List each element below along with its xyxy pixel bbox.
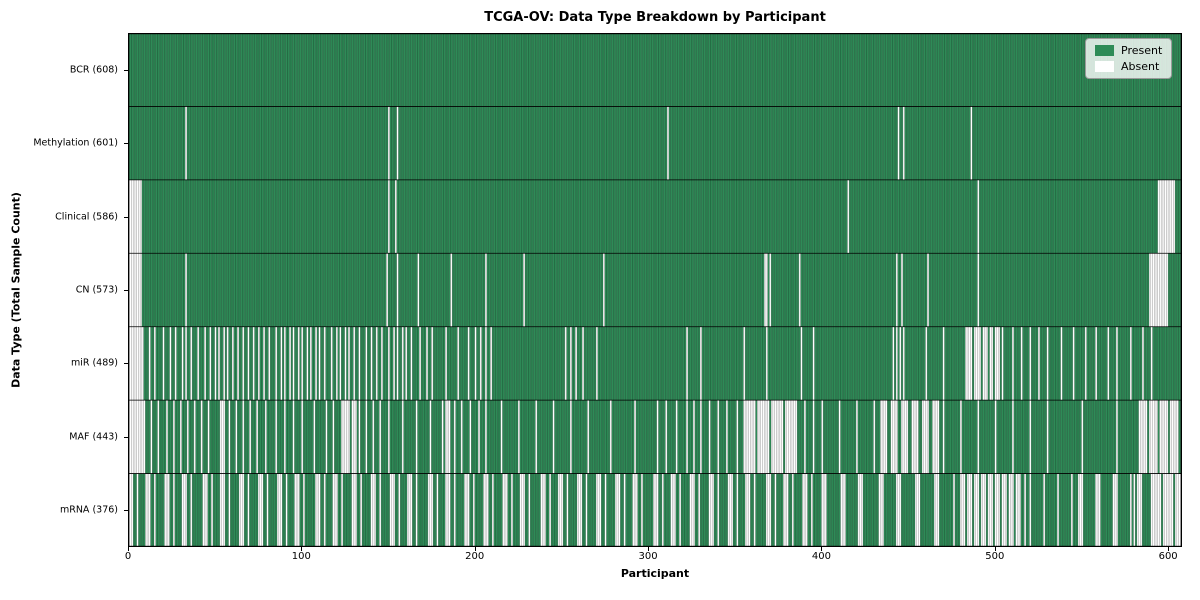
legend-swatch-icon: [1095, 45, 1114, 56]
y-tick-label: MAF (443): [69, 431, 118, 443]
legend-label: Absent: [1121, 60, 1160, 73]
y-tick-mark: [124, 363, 128, 365]
y-tick-label: Methylation (601): [33, 137, 118, 149]
y-tick-mark: [124, 510, 128, 512]
legend-item: Present: [1095, 45, 1162, 56]
legend-swatch-icon: [1095, 61, 1114, 72]
x-tick-mark: [474, 547, 476, 551]
x-tick-mark: [994, 547, 996, 551]
x-tick-mark: [301, 547, 303, 551]
x-tick-mark: [648, 547, 650, 551]
x-tick-label: 100: [291, 551, 311, 562]
x-tick-mark: [821, 547, 823, 551]
y-tick-mark: [124, 143, 128, 145]
legend: Present Absent: [1085, 38, 1173, 79]
x-axis-label: Participant: [620, 567, 690, 580]
y-tick-mark: [124, 69, 128, 71]
chart-title: TCGA-OV: Data Type Breakdown by Particip…: [484, 10, 826, 25]
y-tick-mark: [124, 216, 128, 218]
legend-item: Absent: [1095, 61, 1162, 72]
x-tick-mark: [128, 547, 129, 551]
y-tick-mark: [124, 436, 128, 438]
legend-label: Present: [1121, 44, 1163, 57]
y-tick-label: Clinical (586): [55, 211, 118, 223]
x-tick-mark: [1168, 547, 1170, 551]
x-tick-label: 500: [985, 551, 1005, 562]
y-tick-label: BCR (608): [69, 64, 118, 76]
heatmap-canvas: [128, 33, 1182, 547]
x-tick-label: 400: [811, 551, 831, 562]
y-tick-mark: [124, 290, 128, 291]
x-tick-label: 300: [638, 551, 658, 562]
x-tick-label: 200: [465, 551, 485, 562]
x-tick-label: 0: [124, 551, 132, 562]
y-tick-label: mRNA (376): [59, 504, 118, 516]
x-tick-label: 600: [1158, 551, 1178, 562]
y-tick-label: miR (489): [70, 357, 118, 369]
y-tick-label: CN (573): [75, 284, 118, 296]
